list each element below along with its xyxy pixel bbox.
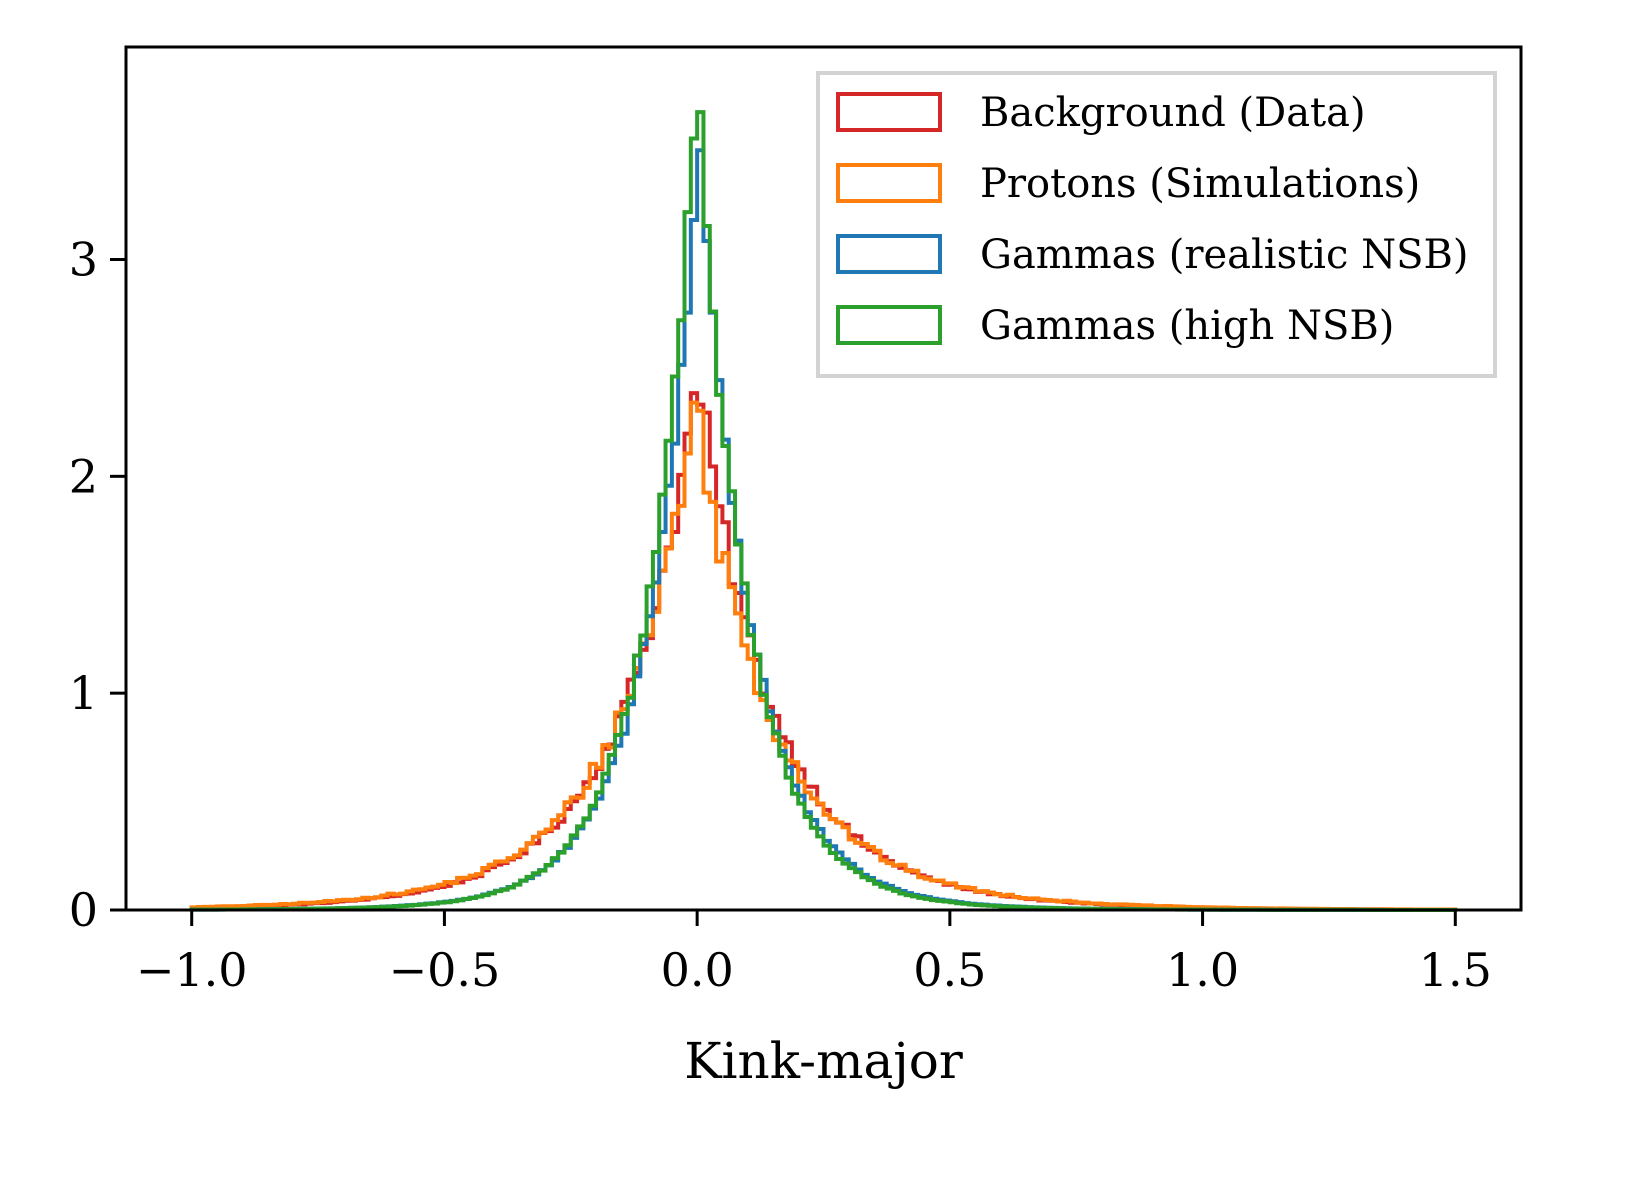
legend: Background (Data) Protons (Simulations) Ga…	[816, 71, 1497, 378]
legend-frame	[816, 71, 1497, 378]
x-tick-label: −1.0	[136, 943, 248, 997]
x-tick-label: 1.5	[1419, 943, 1492, 997]
x-tick-label: 1.0	[1166, 943, 1239, 997]
x-tick-label: 0.5	[913, 943, 986, 997]
x-tick-label: −0.5	[389, 943, 501, 997]
x-axis: −1.0 −0.5 0.0 0.5 1.0 1.5	[136, 910, 1492, 997]
legend-label-3: Gammas (realistic NSB)	[980, 232, 1469, 278]
y-tick-label: 3	[69, 232, 98, 286]
y-tick-label: 0	[69, 883, 98, 937]
plot-frame	[124, 45, 1523, 912]
legend-label-4: Gammas (high NSB)	[980, 303, 1394, 349]
legend-swatch-4	[836, 305, 942, 345]
legend-label-2: Protons (Simulations)	[980, 161, 1420, 207]
legend-swatch-1	[836, 92, 942, 132]
legend-swatch-2	[836, 163, 942, 203]
y-tick-label: 2	[69, 449, 98, 503]
x-axis-title: Kink-major	[684, 1032, 963, 1090]
y-tick-label: 1	[69, 666, 98, 720]
legend-swatch-3	[836, 234, 942, 274]
x-tick-label: 0.0	[661, 943, 734, 997]
y-axis: 0 1 2 3	[69, 232, 126, 937]
legend-label-1: Background (Data)	[980, 90, 1366, 136]
